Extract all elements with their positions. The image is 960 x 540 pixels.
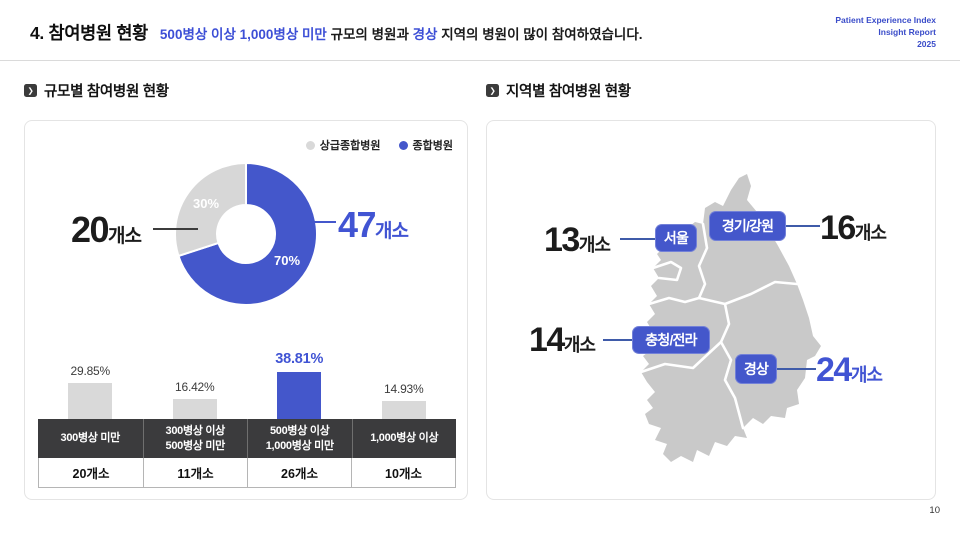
legend-item: 종합병원 xyxy=(398,137,453,153)
brand-line-2: Insight Report xyxy=(878,26,936,37)
section-title-label: 지역별 참여병원 현황 xyxy=(506,84,631,100)
legend-label: 종합병원 xyxy=(412,140,453,152)
brand-line-1: Patient Experience Index xyxy=(835,15,936,25)
brand-line-3: 2025 xyxy=(917,38,936,49)
donut-percent-blue: 70% xyxy=(273,253,301,268)
region-count-gyeonggi-gangwon: 16개소 xyxy=(820,209,887,247)
page-number: 10 xyxy=(929,505,940,516)
province-borders xyxy=(639,222,799,430)
leader-line-blue xyxy=(293,221,336,223)
legend-label: 상급종합병원 xyxy=(319,140,381,152)
map-leader-line xyxy=(777,368,816,370)
bar-count-cell: 20개소 xyxy=(72,467,110,481)
bar-category-header: 300병상 이상 500병상 미만 xyxy=(142,419,248,458)
donut-chart xyxy=(174,161,319,306)
callout-tertiary-count: 20개소 xyxy=(71,209,142,250)
bar-percent-label-highlight: 38.81% xyxy=(275,350,324,367)
region-badge-chungcheong-jeolla: 충청/전라 xyxy=(632,326,710,354)
section-title-by-region: 지역별 참여병원 현황 xyxy=(486,80,631,101)
region-badge-gyeongsang: 경상 xyxy=(735,354,777,384)
bar-category-header: 500병상 이상 1,000병상 미만 xyxy=(247,419,352,458)
bar-percent-label: 29.85% xyxy=(70,363,111,378)
map-leader-line xyxy=(603,339,632,341)
region-count-seoul: 13개소 xyxy=(544,221,611,259)
bar-category-header: 300병상 미만 xyxy=(60,432,121,445)
legend-dot-blue-icon xyxy=(398,140,408,150)
bar-column: 29.85% xyxy=(38,339,143,419)
region-badge-gyeonggi-gangwon: 경기/강원 xyxy=(709,211,786,241)
section-marker-icon xyxy=(24,84,37,97)
donut-slice-general-hospital xyxy=(177,161,319,306)
bar-column: 38.81% xyxy=(247,339,352,419)
callout-general-count: 47개소 xyxy=(338,204,409,245)
map-leader-line xyxy=(620,238,655,240)
bar-category-header: 1,000병상 이상 xyxy=(351,419,457,458)
page-title-number: 4. 참여병원 현황 xyxy=(30,23,148,43)
section-title-by-size: 규모별 참여병원 현황 xyxy=(24,80,169,101)
section-marker-icon xyxy=(486,84,499,97)
region-map-card: 서울 경기/강원 충청/전라 경상 13개소 16개소 14개소 24개소 xyxy=(486,120,936,500)
donut-percent-gray: 30% xyxy=(192,196,220,211)
bar xyxy=(172,399,217,419)
donut-slice-tertiary-hospital xyxy=(174,161,247,258)
bar-table-count-row: 20개소 11개소 26개소 10개소 xyxy=(38,458,456,488)
page-subtitle: 500병상 이상 1,000병상 미만 규모의 병원과 경상 지역의 병원이 많… xyxy=(159,27,643,42)
region-count-gyeongsang: 24개소 xyxy=(816,351,883,389)
report-brand: Patient Experience Index Insight Report … xyxy=(835,15,936,51)
bar-series: 29.85% 16.42% 38.81% 14.93% xyxy=(38,339,456,419)
south-korea-map xyxy=(639,174,821,462)
leader-line-gray xyxy=(153,228,198,230)
bar xyxy=(68,382,113,419)
bar-count-cell: 26개소 xyxy=(247,458,351,487)
section-title-label: 규모별 참여병원 현황 xyxy=(44,84,169,100)
bar-count-cell: 10개소 xyxy=(351,458,455,487)
map-leader-line xyxy=(786,225,820,227)
bar-table-header-row: 300병상 미만 300병상 이상 500병상 미만 500병상 이상 1,00… xyxy=(38,419,456,458)
bar-percent-label: 14.93% xyxy=(384,381,424,396)
header-divider xyxy=(0,60,960,61)
bar xyxy=(381,400,426,419)
bar-column: 16.42% xyxy=(143,339,248,419)
legend-item: 상급종합병원 xyxy=(305,137,381,153)
size-chart-card: 상급종합병원 종합병원 30% 70% 20개소 47개소 29.85% xyxy=(24,120,468,500)
legend-dot-gray-icon xyxy=(305,140,315,150)
bar-count-cell: 11개소 xyxy=(143,458,247,487)
bar-column: 14.93% xyxy=(352,339,457,419)
page-title: 4. 참여병원 현황 500병상 이상 1,000병상 미만 규모의 병원과 경… xyxy=(30,20,643,45)
region-count-chungcheong-jeolla: 14개소 xyxy=(529,321,596,359)
bar-highlight xyxy=(277,371,322,419)
donut-legend: 상급종합병원 종합병원 xyxy=(305,137,453,153)
region-badge-seoul: 서울 xyxy=(655,224,697,252)
bed-size-bar-chart: 29.85% 16.42% 38.81% 14.93% 300병상 미만 xyxy=(38,339,456,488)
bar-percent-label: 16.42% xyxy=(175,380,215,395)
